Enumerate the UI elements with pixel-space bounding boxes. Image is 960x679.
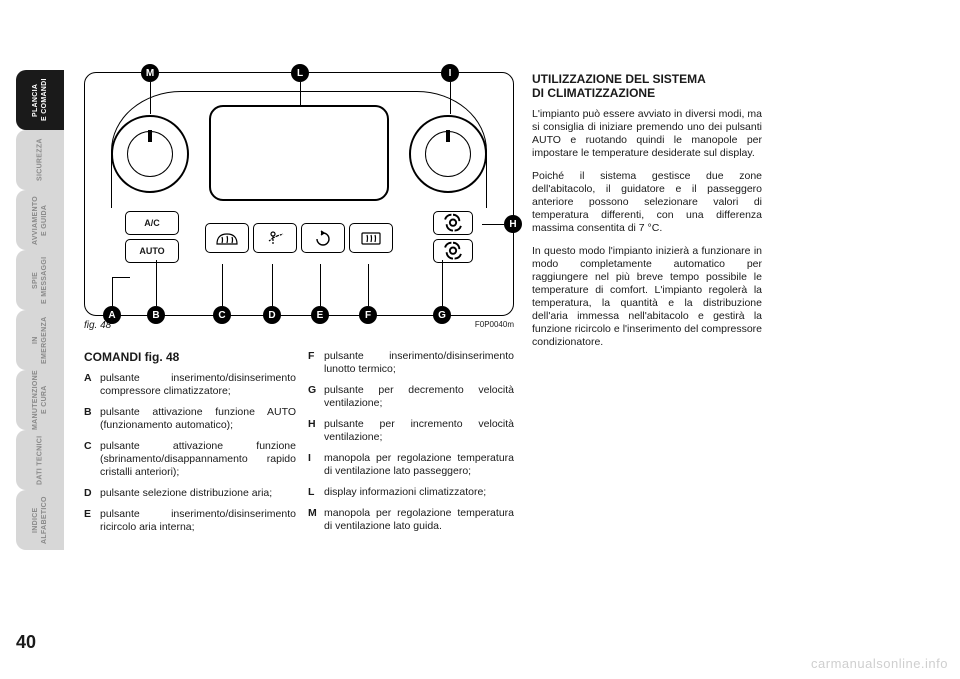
tab-dati[interactable]: DATI TECNICI	[16, 430, 64, 490]
column-2: Fpulsante inserimento/disinserimento lun…	[308, 350, 514, 541]
page-number: 40	[16, 632, 36, 653]
watermark: carmanualsonline.info	[811, 656, 948, 671]
key: F	[308, 350, 324, 376]
key: C	[84, 440, 100, 479]
val: pulsante per decremento velocità ventila…	[324, 384, 514, 410]
val: pulsante inserimento/disinserimento luno…	[324, 350, 514, 376]
col3-heading-1: UTILIZZAZIONE DEL SISTEMA	[532, 72, 762, 86]
key: H	[308, 418, 324, 444]
val: manopola per regolazione temperatura di …	[324, 507, 514, 533]
item-I: Imanopola per regolazione temperatura di…	[308, 452, 514, 478]
tab-spie[interactable]: SPIEE MESSAGGI	[16, 250, 64, 310]
tab-plancia[interactable]: PLANCIAE COMANDI	[16, 70, 64, 130]
key: B	[84, 406, 100, 432]
item-H: Hpulsante per incremento velocità ventil…	[308, 418, 514, 444]
item-G: Gpulsante per decremento velocità ventil…	[308, 384, 514, 410]
tab-emergenza[interactable]: INEMERGENZA	[16, 310, 64, 370]
item-B: Bpulsante attivazione funzione AUTO (fun…	[84, 406, 296, 432]
key: L	[308, 486, 324, 499]
item-M: Mmanopola per regolazione temperatura di…	[308, 507, 514, 533]
val: pulsante per incremento velocità ventila…	[324, 418, 514, 444]
key: E	[84, 508, 100, 534]
item-F: Fpulsante inserimento/disinserimento lun…	[308, 350, 514, 376]
text-content: COMANDI fig. 48 Apulsante inserimento/di…	[84, 72, 920, 649]
tab-indice[interactable]: INDICEALFABETICO	[16, 490, 64, 550]
key: D	[84, 487, 100, 500]
col1-heading: COMANDI fig. 48	[84, 350, 296, 364]
val: pulsante inserimento/disinserimento comp…	[100, 372, 296, 398]
key: A	[84, 372, 100, 398]
tab-manutenzione[interactable]: MANUTENZIONEE CURA	[16, 370, 64, 430]
column-1: COMANDI fig. 48 Apulsante inserimento/di…	[84, 350, 296, 542]
val: pulsante selezione distribuzione aria;	[100, 487, 296, 500]
item-E: Epulsante inserimento/disinserimento ric…	[84, 508, 296, 534]
item-C: Cpulsante attivazione funzione (sbriname…	[84, 440, 296, 479]
col3-p1: L'impianto può essere avviato in diversi…	[532, 108, 762, 160]
val: display informazioni climatizzatore;	[324, 486, 514, 499]
key: I	[308, 452, 324, 478]
column-3: UTILIZZAZIONE DEL SISTEMA DI CLIMATIZZAZ…	[532, 72, 762, 359]
col3-heading-2: DI CLIMATIZZAZIONE	[532, 86, 762, 100]
key: M	[308, 507, 324, 533]
manual-page: PLANCIAE COMANDI SICUREZZA AVVIAMENTOE G…	[0, 0, 960, 679]
col3-p3: In questo modo l'impianto inizierà a fun…	[532, 245, 762, 349]
tab-avviamento[interactable]: AVVIAMENTOE GUIDA	[16, 190, 64, 250]
side-tabs: PLANCIAE COMANDI SICUREZZA AVVIAMENTOE G…	[16, 70, 64, 550]
val: pulsante attivazione funzione AUTO (funz…	[100, 406, 296, 432]
item-D: Dpulsante selezione distribuzione aria;	[84, 487, 296, 500]
item-A: Apulsante inserimento/disinserimento com…	[84, 372, 296, 398]
key: G	[308, 384, 324, 410]
val: manopola per regolazione temperatura di …	[324, 452, 514, 478]
tab-sicurezza[interactable]: SICUREZZA	[16, 130, 64, 190]
col3-p2: Poiché il sistema gestisce due zone dell…	[532, 170, 762, 235]
item-L: Ldisplay informazioni climatizzatore;	[308, 486, 514, 499]
val: pulsante attivazione funzione (sbrinamen…	[100, 440, 296, 479]
val: pulsante inserimento/disinserimento rici…	[100, 508, 296, 534]
